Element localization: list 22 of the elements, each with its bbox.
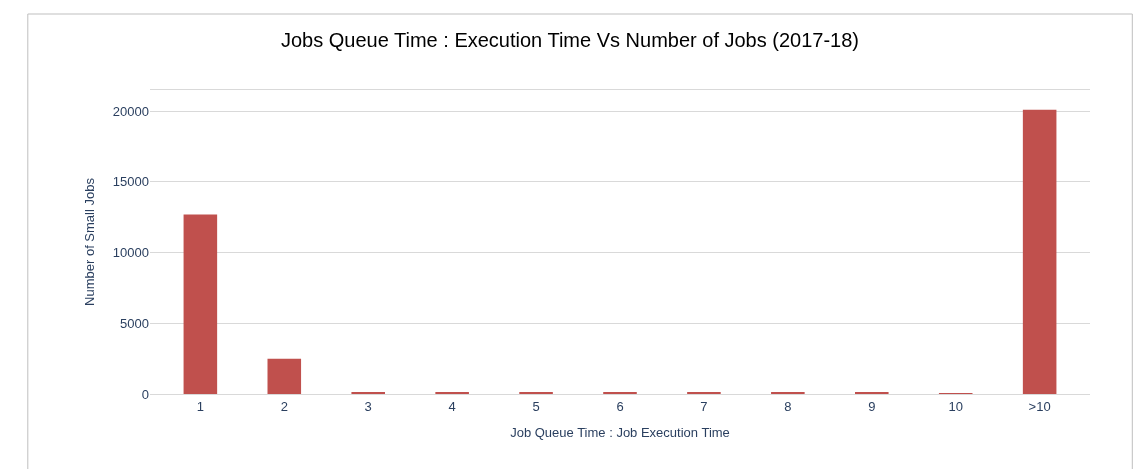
y-tick-label: 5000 [120, 315, 149, 331]
x-tick-label: 8 [784, 398, 792, 414]
y-tick-label: 10000 [112, 245, 149, 261]
x-tick-label: 2 [280, 398, 288, 414]
x-tick-label: >10 [1028, 398, 1051, 414]
x-tick-label: 3 [364, 398, 372, 414]
x-tick-label: 5 [532, 398, 540, 414]
bar [183, 214, 218, 394]
x-axis-title: Job Queue Time : Job Execution Time [510, 425, 730, 441]
x-tick-label: 6 [616, 398, 624, 414]
y-tick-label: 0 [141, 386, 149, 402]
y-axis-title: Number of Small Jobs [81, 177, 97, 306]
x-tick-label: 4 [448, 398, 456, 414]
x-tick-label: 7 [700, 398, 708, 414]
bar [267, 358, 302, 394]
y-tick-label: 15000 [112, 174, 149, 190]
chart-title: Jobs Queue Time : Execution Time Vs Number of Jobs (2017-18) [280, 28, 860, 51]
bar [1022, 109, 1057, 394]
x-tick-label: 9 [868, 398, 876, 414]
x-tick-label: 10 [948, 398, 963, 414]
y-tick-label: 20000 [112, 103, 149, 119]
x-tick-label: 1 [196, 398, 204, 414]
